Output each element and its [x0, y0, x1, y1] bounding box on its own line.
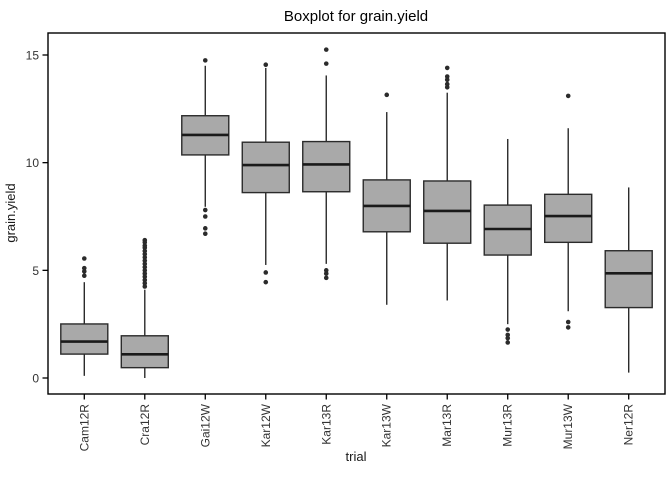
- x-tick-label-Cra12R: Cra12R: [138, 404, 152, 446]
- x-tick-label-Mur13W: Mur13W: [561, 403, 575, 449]
- boxplot-Kar12W: [241, 62, 290, 285]
- boxplot-Mar13R: [423, 65, 472, 301]
- iqr-box: [604, 250, 653, 309]
- outlier-point: [81, 265, 87, 271]
- outlier-point: [142, 274, 148, 280]
- outlier-point: [323, 47, 329, 52]
- x-axis: Cam12R Cra12R Gai12W Kar12W Kar13R Kar13W Mar1…: [77, 394, 636, 452]
- outlier-point: [444, 85, 450, 90]
- y-tick-label: 15: [26, 49, 40, 63]
- outlier-point: [202, 214, 208, 219]
- outlier-point: [142, 268, 148, 273]
- outlier-point: [505, 327, 511, 332]
- x-axis-title: trial: [346, 449, 367, 464]
- outlier-point: [142, 271, 148, 276]
- outlier-point: [565, 93, 571, 99]
- outlier-point: [202, 226, 208, 231]
- outlier-point: [142, 284, 148, 289]
- y-tick-label: 10: [26, 156, 40, 170]
- outlier-point: [142, 261, 148, 267]
- iqr-box: [302, 140, 351, 193]
- outlier-point: [202, 207, 208, 213]
- outlier-point: [263, 270, 269, 275]
- outlier-point: [142, 277, 148, 283]
- y-axis-title: grain.yield: [3, 183, 18, 242]
- boxplot-Ner12R: [604, 187, 653, 373]
- outlier-point: [142, 258, 148, 263]
- outlier-point: [142, 255, 148, 260]
- boxplot-Cra12R: [120, 237, 169, 378]
- boxplot-Kar13W: [362, 92, 411, 305]
- outlier-point: [565, 325, 571, 330]
- outlier-point: [323, 271, 329, 276]
- chart-title: Boxplot for grain.yield: [284, 8, 428, 25]
- x-tick-label-Kar13W: Kar13W: [380, 403, 394, 447]
- y-axis: 0 5 10 15: [26, 49, 48, 386]
- x-tick-label-Cam12R: Cam12R: [77, 404, 91, 452]
- outlier-point: [263, 279, 269, 285]
- outlier-point: [81, 256, 87, 261]
- outlier-point: [142, 248, 148, 254]
- iqr-box: [544, 193, 593, 244]
- iqr-box: [60, 323, 109, 355]
- x-tick-label-Ner12R: Ner12R: [622, 404, 636, 446]
- outlier-point: [444, 77, 450, 83]
- y-tick-label: 0: [32, 372, 39, 386]
- outlier-point: [142, 264, 148, 270]
- outlier-point: [384, 92, 390, 98]
- outlier-point: [505, 332, 511, 338]
- outlier-point: [202, 231, 208, 237]
- outlier-point: [323, 268, 329, 273]
- x-tick-label-Mur13R: Mur13R: [501, 404, 515, 447]
- outlier-point: [81, 269, 87, 274]
- outlier-point: [444, 74, 450, 79]
- outlier-point: [142, 251, 148, 257]
- x-tick-label-Gai12W: Gai12W: [198, 403, 212, 447]
- x-tick-label-Kar13R: Kar13R: [319, 404, 333, 445]
- outlier-point: [81, 273, 87, 279]
- boxes-layer: [60, 47, 653, 378]
- outlier-point: [323, 61, 329, 66]
- outlier-point: [263, 62, 269, 67]
- boxplot-Gai12W: [181, 58, 230, 237]
- boxplot-Mur13W: [544, 93, 593, 330]
- plot-panel-border: [47, 32, 666, 395]
- outlier-point: [142, 280, 148, 286]
- x-tick-label-Mar13R: Mar13R: [440, 404, 454, 447]
- iqr-box: [120, 335, 169, 369]
- x-tick-label-Kar12W: Kar12W: [259, 403, 273, 447]
- outlier-point: [142, 245, 148, 251]
- iqr-box: [241, 141, 290, 194]
- y-tick-label: 5: [32, 264, 39, 278]
- outlier-point: [142, 240, 148, 245]
- boxplot-Cam12R: [60, 256, 109, 376]
- boxplot-Kar13R: [302, 47, 351, 281]
- outlier-point: [505, 335, 511, 341]
- outlier-point: [323, 275, 329, 281]
- outlier-point: [444, 81, 450, 87]
- boxplot-Mur13R: [483, 138, 532, 345]
- outlier-point: [505, 340, 511, 345]
- outlier-point: [444, 65, 450, 71]
- outlier-point: [565, 319, 571, 325]
- outlier-point: [202, 58, 208, 63]
